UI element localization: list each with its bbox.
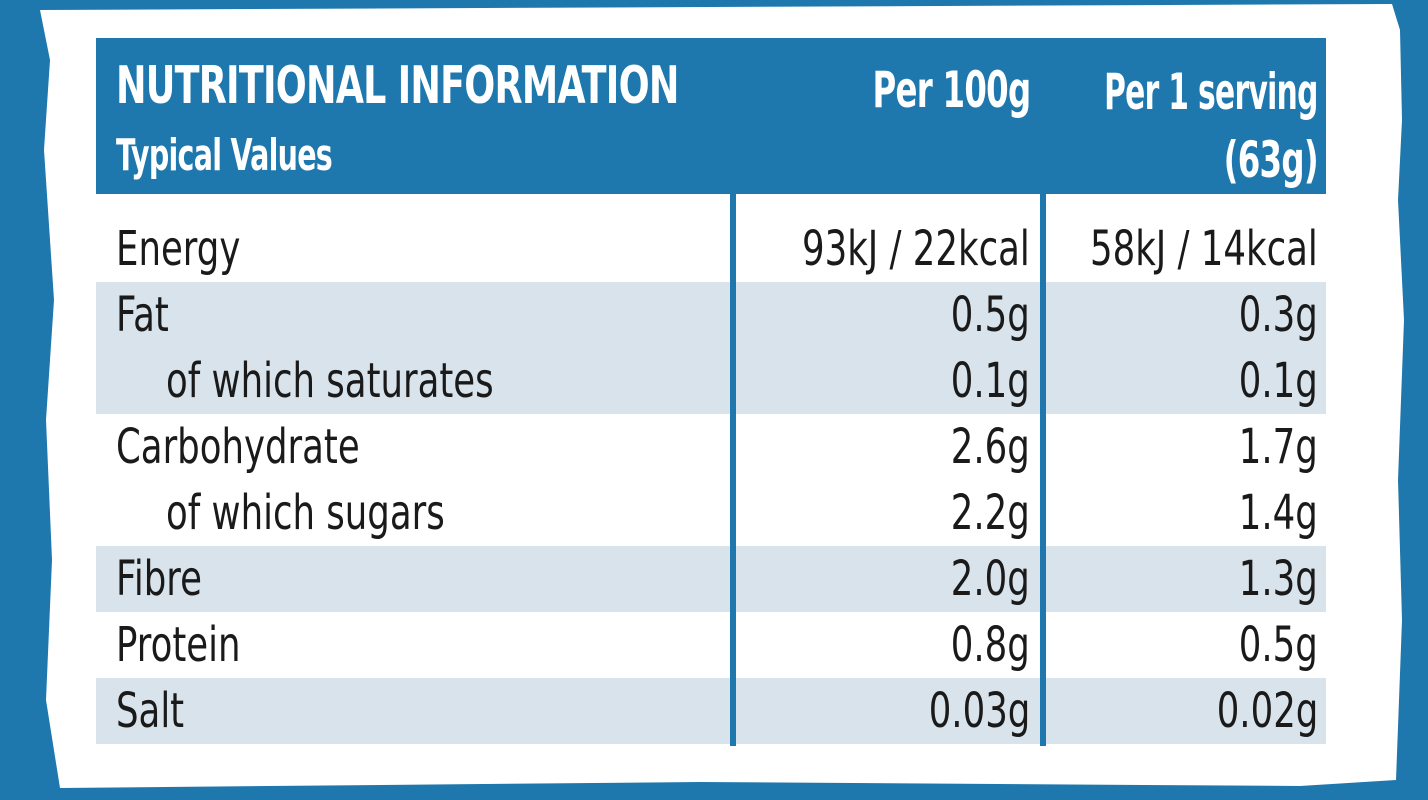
table-subtitle: Typical Values [116,130,333,181]
nutrient-name: of which sugars [166,485,445,541]
value-per-serving: 0.5g [1238,617,1318,673]
row-shade-band [96,546,730,612]
row-shade-band [1046,678,1326,744]
value-per100: 0.5g [950,287,1030,343]
row-shade-band [96,678,730,744]
nutrition-table: NUTRITIONAL INFORMATION Typical Values P… [96,38,1326,746]
row-shade-band [1046,282,1326,348]
value-per-serving: 1.7g [1238,419,1318,475]
column-header-serving-size: (63g) [1223,131,1319,189]
value-per100: 0.8g [950,617,1030,673]
value-per100: 2.2g [950,485,1030,541]
column-divider-1 [730,38,736,746]
table-row: Carbohydrate 2.6g 1.7g [96,414,1326,480]
nutrient-name: Carbohydrate [116,419,360,475]
value-per100: 0.1g [950,353,1030,409]
nutrient-name: Fat [116,287,169,343]
table-row: Energy 93kJ / 22kcal 58kJ / 14kcal [96,216,1326,282]
row-shade-band [736,546,1040,612]
column-header-serving: Per 1 serving [1104,63,1318,121]
value-per100: 2.6g [950,419,1030,475]
nutrient-name: Protein [116,617,241,673]
value-per-serving: 58kJ / 14kcal [1090,221,1318,277]
table-header: NUTRITIONAL INFORMATION Typical Values P… [96,38,1326,194]
row-shade-band [96,282,730,348]
column-header-per100: Per 100g [872,61,1031,119]
row-shade-band [96,348,730,414]
table-row: of which saturates 0.1g 0.1g [96,348,1326,414]
value-per100: 0.03g [928,683,1030,739]
value-per-serving: 0.02g [1216,683,1318,739]
table-body: Energy 93kJ / 22kcal 58kJ / 14kcal Fat 0.5g 0… [96,216,1326,744]
row-shade-band [736,678,1040,744]
row-shade-band [1046,348,1326,414]
header-per100-cell: Per 100g [736,38,1031,194]
table-row: Protein 0.8g 0.5g [96,612,1326,678]
value-per-serving: 1.4g [1238,485,1318,541]
nutrient-name: of which saturates [166,353,494,409]
value-per-serving: 1.3g [1238,551,1318,607]
header-title-cell: NUTRITIONAL INFORMATION Typical Values [116,38,716,194]
nutrient-name: Energy [116,221,241,277]
row-shade-band [736,282,1040,348]
nutrient-name: Fibre [116,551,202,607]
table-row: Salt 0.03g 0.02g [96,678,1326,744]
row-shade-band [1046,546,1326,612]
table-row: of which sugars 2.2g 1.4g [96,480,1326,546]
table-row: Fat 0.5g 0.3g [96,282,1326,348]
column-divider-2 [1040,38,1046,746]
table-title: NUTRITIONAL INFORMATION [116,56,679,116]
value-per-serving: 0.1g [1238,353,1318,409]
value-per-serving: 0.3g [1238,287,1318,343]
nutrient-name: Salt [116,683,185,739]
value-per100: 93kJ / 22kcal [802,221,1030,277]
value-per100: 2.0g [950,551,1030,607]
table-row: Fibre 2.0g 1.3g [96,546,1326,612]
row-shade-band [736,348,1040,414]
header-serving-cell: Per 1 serving (63g) [1046,38,1318,194]
